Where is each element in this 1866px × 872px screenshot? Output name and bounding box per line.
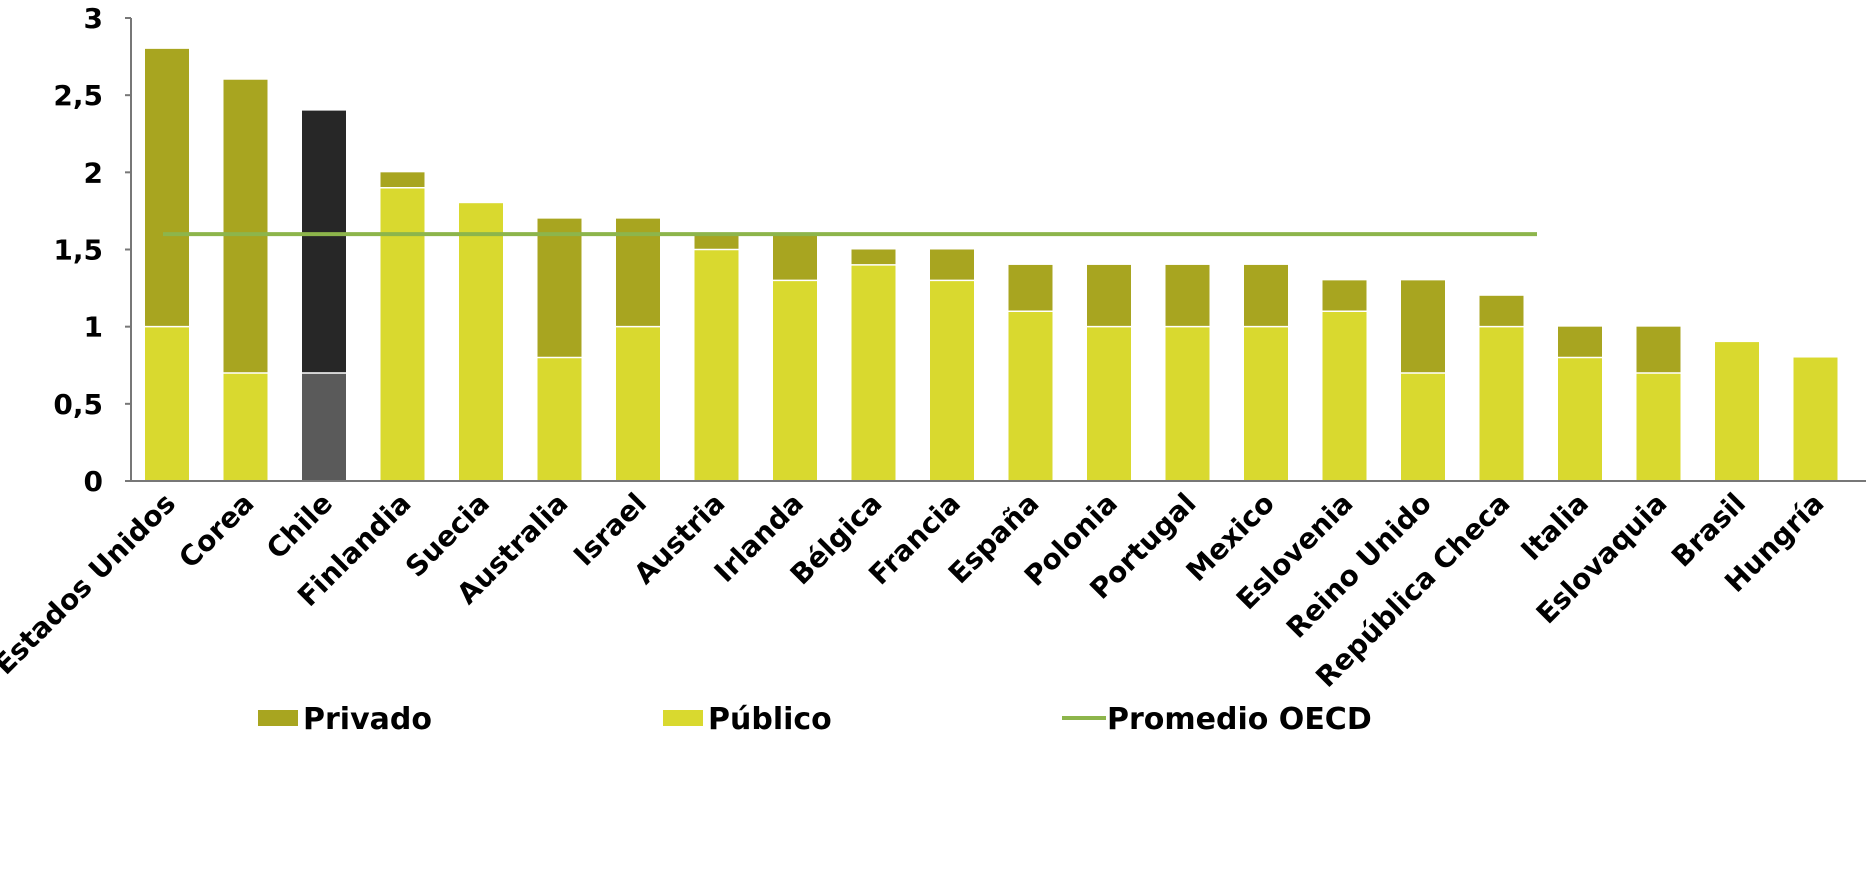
bar-publico	[223, 372, 268, 481]
y-tick-label: 2	[84, 156, 103, 189]
bar-privado	[223, 79, 268, 373]
bar-privado	[1087, 264, 1131, 327]
bar-privado	[1244, 264, 1288, 327]
bar-publico	[1087, 326, 1131, 481]
bar-publico	[1165, 326, 1210, 481]
bar-publico	[851, 264, 896, 481]
bar-publico	[1636, 372, 1681, 481]
bar-privado	[145, 48, 189, 327]
bar-publico	[380, 187, 425, 481]
y-tick-label: 0,5	[53, 388, 103, 421]
legend-label: Público	[708, 702, 832, 737]
bar-publico	[1793, 357, 1838, 481]
bar-publico	[694, 249, 739, 481]
bar-publico	[1479, 326, 1524, 481]
bar-publico	[459, 203, 503, 481]
y-tick-label: 1	[84, 311, 103, 344]
bar-privado	[1322, 280, 1367, 312]
bar-publico	[616, 326, 660, 481]
y-tick-label: 1,5	[53, 234, 103, 267]
legend-swatch	[663, 710, 703, 726]
legend-swatch	[258, 710, 298, 726]
x-tick-label: Corea	[172, 487, 260, 575]
bar-privado	[1165, 264, 1210, 327]
bar-privado	[694, 234, 739, 250]
bars	[145, 48, 1838, 481]
bar-publico	[1558, 357, 1602, 481]
bar-privado	[616, 218, 660, 327]
legend: Privado Público Promedio OECD	[258, 702, 1372, 737]
legend-label: Promedio OECD	[1107, 702, 1372, 737]
bar-privado	[537, 218, 582, 358]
bar-publico	[145, 326, 189, 481]
bar-privado	[1479, 295, 1524, 327]
bar-privado	[773, 234, 817, 281]
bar-publico	[1244, 326, 1288, 481]
bar-privado	[851, 249, 896, 265]
bar-privado	[1636, 326, 1681, 373]
bar-privado	[1401, 280, 1445, 373]
legend-label: Privado	[303, 702, 432, 737]
bar-publico	[1401, 372, 1445, 481]
bar-privado	[1558, 326, 1602, 358]
bar-privado	[380, 172, 425, 188]
bar-privado	[1008, 264, 1053, 312]
y-axis: 0 0,5 1 1,5 2 2,5 3	[53, 2, 132, 498]
bar-publico	[1715, 342, 1759, 481]
bar-publico	[302, 372, 346, 481]
y-tick-label: 0	[84, 465, 103, 498]
y-tick-label: 2,5	[53, 79, 103, 112]
x-tick-label: Estados Unidos	[0, 487, 182, 681]
bar-publico	[773, 280, 817, 481]
y-tick-label: 3	[84, 2, 103, 35]
bar-privado	[302, 110, 346, 373]
bar-publico	[1008, 311, 1053, 481]
bar-publico	[930, 280, 974, 481]
bar-privado	[930, 249, 974, 281]
bar-publico	[537, 357, 582, 481]
bar-publico	[1322, 311, 1367, 481]
